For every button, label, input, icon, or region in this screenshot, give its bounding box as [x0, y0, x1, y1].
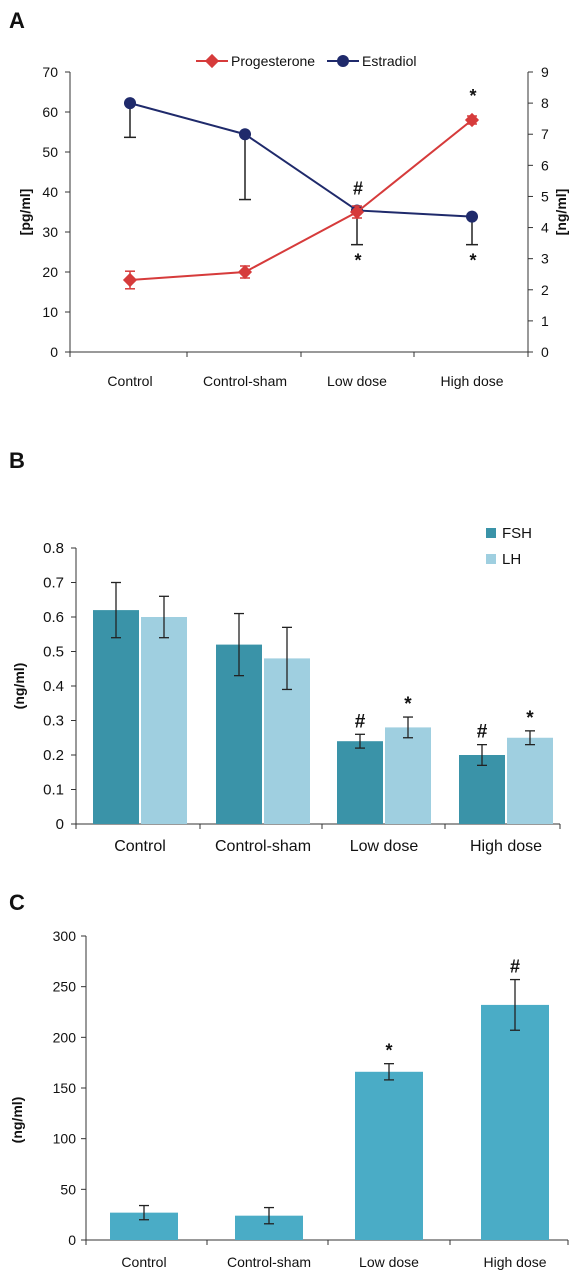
y-tick-label: 0 [68, 1232, 76, 1248]
y-tick-label: 0.1 [43, 782, 64, 799]
significance-mark: # [477, 722, 488, 743]
significance-mark: # [353, 178, 363, 198]
x-tick-label: Control-sham [227, 1254, 311, 1270]
bar [355, 1072, 423, 1240]
estradiol-point [124, 97, 136, 109]
x-tick-label: Control [107, 373, 152, 389]
y-axis-label: (ng/ml) [9, 1097, 25, 1144]
legend-estradiol-marker [337, 55, 349, 67]
x-tick-label: High dose [440, 373, 503, 389]
panel-a: A 0 10 20 30 40 50 60 70 0 1 2 3 4 5 6 7 8 9 Control Contro… [0, 0, 575, 410]
x-tick-label: Control-sham [215, 838, 311, 855]
x-tick-label: Control [114, 838, 166, 855]
significance-mark: # [510, 957, 520, 977]
x-tick-label: Control-sham [203, 373, 287, 389]
left-tick-label: 0 [50, 344, 58, 360]
legend-progesterone-label: Progesterone [231, 53, 315, 69]
y-tick-label: 0.8 [43, 540, 64, 557]
left-tick-label: 60 [42, 104, 58, 120]
y-tick-label: 0.7 [43, 575, 64, 592]
y-tick-label: 0.5 [43, 644, 64, 661]
y-tick-label: 0.2 [43, 747, 64, 764]
lh-bar [141, 617, 187, 824]
significance-mark: * [354, 251, 361, 271]
estradiol-point [239, 128, 251, 140]
y-tick-label: 0.4 [43, 678, 64, 695]
right-tick-label: 4 [541, 220, 549, 236]
lh-bar [507, 738, 553, 824]
progesterone-series-line [130, 120, 472, 280]
significance-mark: * [385, 1041, 392, 1061]
x-tick-label: Low dose [327, 373, 387, 389]
y-tick-label: 50 [60, 1181, 76, 1197]
legend-fsh-swatch [486, 528, 496, 538]
significance-mark: # [355, 711, 366, 732]
estradiol-point [466, 211, 478, 223]
left-tick-label: 20 [42, 264, 58, 280]
right-tick-label: 5 [541, 188, 549, 204]
left-tick-label: 30 [42, 224, 58, 240]
significance-mark: * [469, 251, 476, 271]
right-tick-label: 2 [541, 282, 549, 298]
left-tick-label: 40 [42, 184, 58, 200]
legend-progesterone-marker [205, 54, 219, 68]
significance-mark: * [526, 708, 534, 729]
x-tick-label: Control [121, 1254, 166, 1270]
progesterone-point [123, 273, 137, 287]
right-tick-label: 6 [541, 157, 549, 173]
y-tick-label: 300 [53, 928, 77, 944]
right-tick-label: 8 [541, 95, 549, 111]
y-axis-label: (ng/ml) [11, 663, 27, 710]
y-tick-label: 100 [53, 1131, 77, 1147]
y-tick-label: 0.3 [43, 713, 64, 730]
x-tick-label: Low dose [350, 838, 419, 855]
fsh-bar [93, 610, 139, 824]
y-tick-label: 150 [53, 1080, 77, 1096]
legend-fsh-label: FSH [502, 525, 532, 542]
chart-a: 0 10 20 30 40 50 60 70 0 1 2 3 4 5 6 7 8 9 Control Control-… [0, 0, 575, 410]
significance-mark: * [469, 86, 476, 106]
left-tick-label: 50 [42, 144, 58, 160]
x-tick-label: High dose [470, 838, 542, 855]
right-tick-label: 9 [541, 64, 549, 80]
right-tick-label: 7 [541, 126, 549, 142]
legend-estradiol-label: Estradiol [362, 53, 416, 69]
y-tick-label: 200 [53, 1029, 77, 1045]
panel-b: B 0 0.1 0.2 0.3 0.4 0.5 0.6 0.7 0.8 Control Contro… [0, 440, 575, 870]
x-tick-label: High dose [483, 1254, 546, 1270]
x-tick-label: Low dose [359, 1254, 419, 1270]
left-tick-label: 10 [42, 304, 58, 320]
panel-c: C 0 50 100 150 200 250 300 Control Control-sham L… [0, 882, 575, 1277]
right-tick-label: 0 [541, 344, 549, 360]
y-tick-label: 250 [53, 979, 77, 995]
y-axis-label: [pg/ml] [17, 189, 33, 236]
y-tick-label: 0.6 [43, 609, 64, 626]
lh-bar [385, 727, 431, 824]
y2-axis-label: [ng/ml] [553, 189, 569, 236]
significance-mark: * [404, 694, 412, 715]
chart-b: 0 0.1 0.2 0.3 0.4 0.5 0.6 0.7 0.8 Control Control-… [0, 440, 575, 870]
legend-lh-swatch [486, 554, 496, 564]
left-tick-label: 70 [42, 64, 58, 80]
fsh-bar [337, 741, 383, 824]
right-tick-label: 3 [541, 251, 549, 267]
right-tick-label: 1 [541, 313, 549, 329]
chart-c: 0 50 100 150 200 250 300 Control Control-sham Low… [0, 882, 575, 1277]
y-tick-label: 0 [56, 816, 64, 833]
progesterone-point [238, 265, 252, 279]
legend-lh-label: LH [502, 551, 521, 568]
bar [481, 1005, 549, 1240]
